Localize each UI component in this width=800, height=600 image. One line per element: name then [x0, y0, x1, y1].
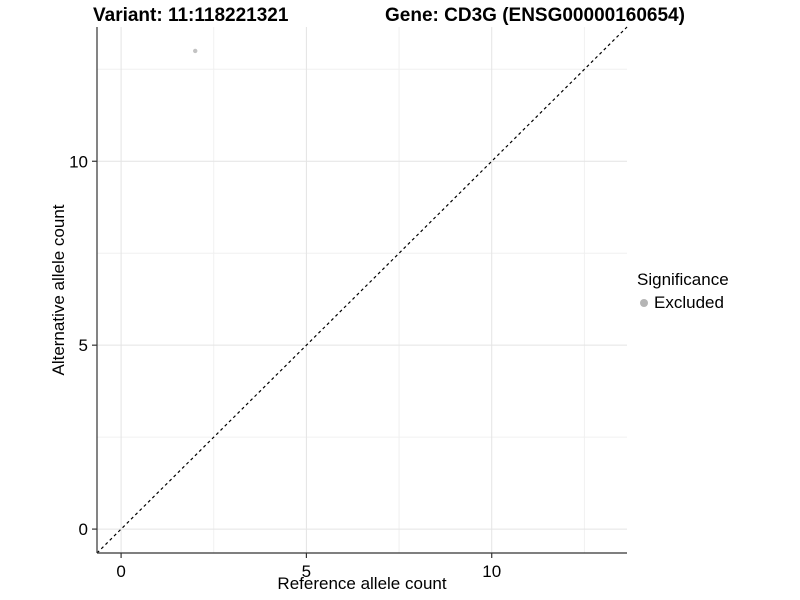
y-tick-label: 10	[69, 152, 88, 171]
legend: Significance Excluded	[637, 270, 729, 313]
x-tick-label: 10	[482, 562, 501, 581]
y-tick-label: 5	[79, 336, 88, 355]
legend-item-label: Excluded	[654, 293, 724, 312]
identity-line	[96, 26, 628, 554]
x-tick-label: 0	[116, 562, 125, 581]
data-point	[193, 48, 198, 54]
y-tick-label: 0	[79, 520, 88, 539]
x-axis-label: Reference allele count	[277, 574, 447, 593]
legend-item-excluded: Excluded	[637, 293, 729, 313]
x-tick-label: 5	[302, 562, 311, 581]
legend-key-dot	[640, 299, 648, 307]
y-axis-label: Alternative allele count	[49, 204, 68, 376]
legend-title: Significance	[637, 270, 729, 289]
plot-title-variant: Variant: 11:118221321	[93, 5, 289, 26]
plot-title-gene: Gene: CD3G (ENSG00000160654)	[385, 5, 685, 26]
